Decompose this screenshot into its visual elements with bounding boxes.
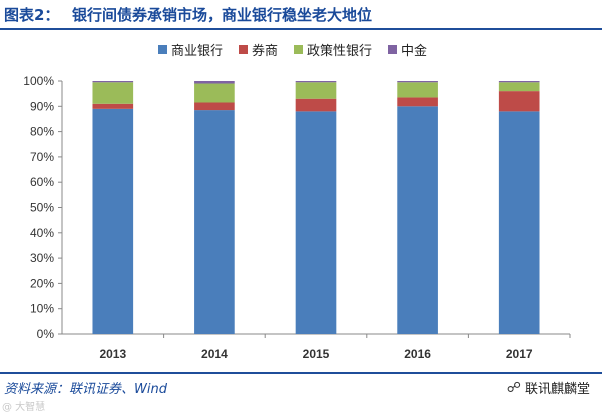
legend-label: 商业银行 [171,44,224,59]
y-tick-label: 60% [30,175,54,189]
bar-segment-中金-2016 [397,81,438,83]
bar-segment-政策性银行-2017 [498,82,540,92]
legend-label: 政策性银行 [307,44,373,59]
bar-segment-政策性银行-2016 [397,82,438,98]
y-tick-label: 10% [30,302,54,316]
bar-segment-商业银行-2017 [498,111,540,334]
bar-segment-券商-2017 [498,91,540,112]
bar-segment-券商-2013 [92,103,134,109]
x-tick-label: 2014 [201,347,228,361]
y-tick-label: 40% [30,226,54,240]
x-tick-label: 2017 [506,347,533,361]
legend-swatch [239,45,249,54]
stacked-bar-chart: 0% 10% 20% 30% 40% 50% 60% 70% 80% 90% 100% 2013 201… [23,74,571,361]
wechat-icon: ☍ [506,379,521,396]
bar-segment-商业银行-2013 [92,108,134,334]
y-tick-label: 90% [30,99,54,113]
legend-swatch [388,45,398,54]
brand: ☍ 联讯麒麟堂 [506,378,590,398]
source-note: 资料来源：联讯证券、Wind [4,382,167,397]
y-tick-label: 0% [37,327,55,341]
legend-swatch [294,45,304,54]
bar-segment-券商-2015 [295,98,337,112]
y-tick-label: 30% [30,251,54,265]
bar-segment-中金-2013 [92,81,134,83]
bar-segment-商业银行-2016 [397,106,438,334]
legend-item-policy-bank: 政策性银行 [294,40,372,59]
x-tick-label: 2013 [99,347,126,361]
bar-segment-中金-2014 [194,81,235,84]
x-tick-label: 2016 [404,347,431,361]
bar-segment-政策性银行-2015 [295,82,337,99]
bar-segment-政策性银行-2014 [194,83,235,103]
legend-item-cicc: 中金 [388,40,427,59]
y-tick-label: 50% [30,201,54,215]
footer-divider [0,372,602,374]
x-tick-label: 2015 [303,347,330,361]
brand-name: 联讯麒麟堂 [524,382,590,397]
y-tick-label: 20% [30,276,54,290]
bar-segment-商业银行-2014 [194,110,235,334]
legend-item-commercial-bank: 商业银行 [158,40,223,59]
y-tick-label: 80% [30,125,54,139]
bar-segment-政策性银行-2013 [92,82,134,104]
y-tick-label: 70% [30,150,54,164]
y-tick-label: 100% [23,74,54,88]
legend-item-broker: 券商 [239,40,278,59]
bar-segment-中金-2015 [295,81,337,83]
bar-segment-中金-2017 [498,81,540,83]
bar-segment-商业银行-2015 [295,111,337,334]
chart-legend: 商业银行 券商 政策性银行 中金 [158,40,427,59]
bar-segment-券商-2014 [194,102,235,111]
figure-label: 图表2： [4,6,60,24]
legend-label: 券商 [252,44,279,59]
page-title: 银行间债券承销市场，商业银行稳坐老大地位 [72,6,373,24]
legend-swatch [158,45,167,54]
legend-label: 中金 [401,44,428,59]
bar-segment-券商-2016 [397,97,438,107]
title-bar: 图表2： 银行间债券承销市场，商业银行稳坐老大地位 [0,0,602,30]
watermark: @ 大智慧 [2,402,46,413]
